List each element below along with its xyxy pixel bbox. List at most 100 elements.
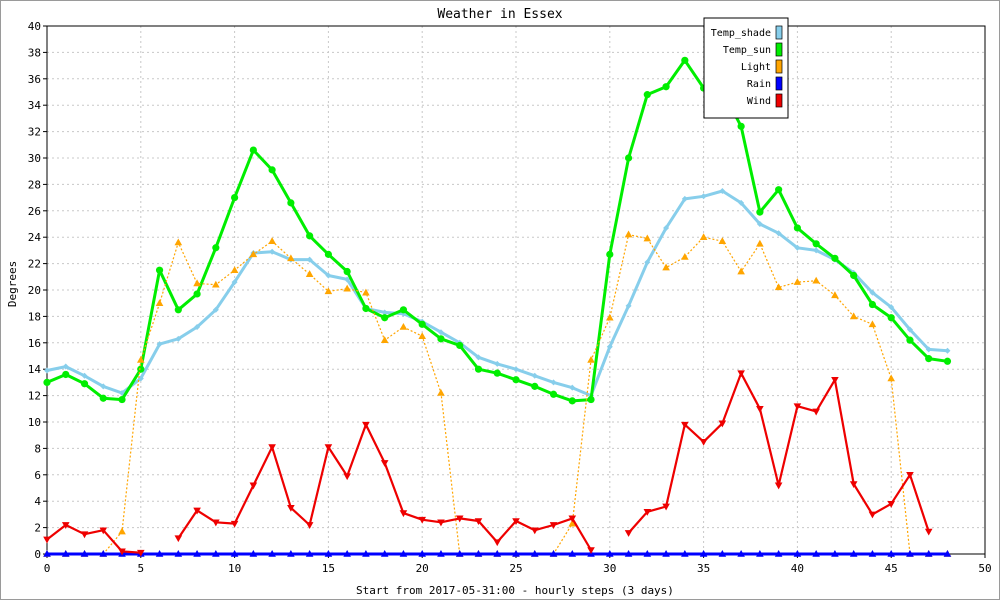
data-point-wind — [324, 444, 333, 452]
data-point-wind — [530, 527, 539, 535]
data-point-rain — [174, 550, 183, 557]
x-tick-label: 15 — [322, 562, 335, 575]
data-point-temp-sun — [737, 122, 745, 130]
data-point-rain — [212, 550, 220, 557]
data-point-temp-sun — [624, 154, 633, 162]
y-tick-label: 4 — [34, 495, 41, 508]
data-point-wind — [662, 503, 670, 511]
data-point-wind — [681, 421, 689, 429]
data-point-temp-sun — [193, 290, 201, 298]
data-point-rain — [399, 550, 408, 557]
data-point-rain — [868, 550, 877, 557]
data-point-rain — [756, 550, 764, 557]
data-point-light — [624, 230, 633, 238]
data-point-wind — [924, 528, 933, 536]
data-point-temp-sun — [925, 355, 933, 363]
legend-label: Wind — [747, 96, 771, 107]
data-point-light — [399, 322, 408, 330]
data-point-wind — [549, 522, 558, 529]
data-point-rain — [887, 550, 895, 557]
data-point-wind — [699, 439, 708, 446]
data-point-temp-sun — [756, 208, 764, 216]
data-point-temp-shade — [475, 354, 482, 361]
data-point-wind — [287, 505, 295, 512]
data-point-temp-sun — [362, 304, 370, 313]
y-tick-label: 22 — [28, 258, 41, 271]
data-point-wind — [249, 482, 258, 490]
data-point-rain — [681, 550, 689, 557]
data-point-temp-shade — [269, 248, 276, 255]
data-point-wind — [849, 481, 858, 489]
y-tick-label: 36 — [28, 73, 41, 86]
data-point-rain — [268, 550, 276, 557]
data-point-temp-shade — [212, 306, 219, 313]
data-point-wind — [624, 530, 633, 537]
data-point-wind — [43, 536, 51, 544]
data-point-temp-shade — [888, 304, 895, 311]
data-point-light — [568, 519, 577, 527]
data-point-rain — [662, 550, 670, 557]
data-point-temp-sun — [793, 224, 802, 232]
series-wind — [43, 370, 933, 557]
data-point-temp-shade — [925, 346, 932, 353]
x-axis-label: Start from 2017-05-31:00 - hourly steps … — [356, 584, 674, 597]
data-point-wind — [362, 421, 370, 429]
data-point-temp-sun — [868, 300, 877, 309]
data-point-temp-sun — [568, 397, 576, 405]
data-point-wind — [418, 516, 426, 524]
data-point-temp-sun — [549, 390, 558, 398]
data-point-rain — [99, 550, 108, 557]
data-point-temp-sun — [662, 83, 670, 91]
legend-box — [703, 17, 789, 119]
y-tick-label: 38 — [28, 46, 41, 59]
data-point-wind — [305, 522, 314, 529]
data-point-temp-shade — [381, 309, 388, 316]
data-point-temp-shade — [231, 279, 238, 286]
data-point-wind — [343, 473, 351, 481]
x-tick-label: 10 — [228, 562, 241, 575]
legend-swatch — [775, 42, 783, 57]
chart-title: Weather in Essex — [437, 7, 562, 22]
data-point-rain — [624, 550, 633, 557]
legend-label: Temp_shade — [711, 28, 771, 39]
data-point-light — [437, 388, 445, 396]
data-point-rain — [324, 550, 333, 557]
data-point-wind — [230, 520, 239, 528]
data-point-rain — [943, 550, 952, 557]
data-point-temp-shade — [756, 221, 763, 227]
data-point-wind — [380, 460, 389, 467]
data-point-wind — [268, 444, 276, 452]
series-layer — [43, 56, 952, 557]
data-point-temp-sun — [118, 395, 126, 404]
data-point-rain — [80, 550, 89, 557]
data-point-rain — [906, 550, 914, 557]
y-tick-label: 30 — [28, 152, 41, 165]
data-point-temp-sun — [437, 335, 445, 343]
data-point-temp-sun — [831, 254, 839, 262]
data-point-light — [268, 237, 276, 244]
y-tick-label: 28 — [28, 178, 41, 191]
data-point-light — [868, 320, 877, 328]
data-point-temp-shade — [306, 256, 313, 263]
data-point-rain — [643, 550, 652, 557]
data-point-wind — [474, 518, 483, 525]
x-tick-label: 20 — [416, 562, 429, 575]
legend-swatch — [775, 59, 783, 74]
data-point-wind — [587, 547, 595, 555]
data-point-temp-sun — [474, 365, 483, 373]
data-point-temp-sun — [418, 320, 426, 328]
data-point-wind — [774, 482, 783, 490]
data-point-light — [793, 278, 802, 285]
data-point-temp-sun — [531, 382, 539, 390]
data-point-temp-sun — [212, 244, 220, 252]
data-point-wind — [887, 501, 895, 508]
data-point-rain — [737, 550, 745, 557]
data-point-light — [831, 291, 839, 299]
data-point-temp-sun — [306, 232, 314, 240]
data-point-rain — [568, 550, 577, 557]
data-point-temp-sun — [343, 267, 351, 276]
data-point-temp-shade — [775, 230, 782, 237]
data-point-temp-sun — [80, 380, 89, 388]
